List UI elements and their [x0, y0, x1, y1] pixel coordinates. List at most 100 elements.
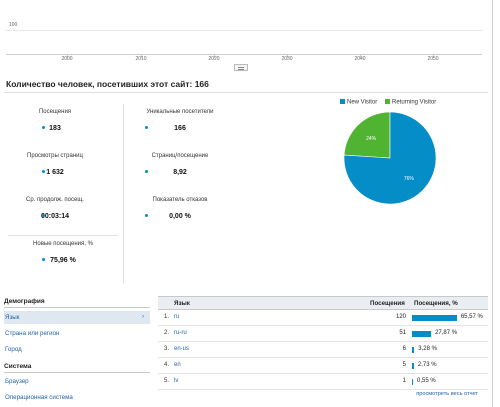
table-header: Язык Посещения Посещения, %: [158, 296, 488, 310]
row-number: 3.: [164, 346, 170, 352]
column-header-visits[interactable]: Посещения: [370, 300, 405, 307]
visits-value: 5: [402, 362, 406, 368]
metric-label: Посещения: [38, 109, 72, 115]
legend-returning-visitor: Returning Visitor: [385, 99, 436, 106]
timeline-chart: 100 2000 2010 2020 2030 2040 2050: [0, 0, 486, 72]
divider: [4, 372, 150, 373]
metric-value: 0,00 %: [169, 213, 191, 220]
metric-value: 1 632: [46, 169, 64, 176]
metric-value: 166: [174, 125, 186, 132]
metric-label: Страниц/посещение: [151, 153, 209, 159]
x-axis-label: 2010: [135, 56, 147, 62]
sparkline-icon: [42, 170, 45, 173]
metric-pages-per-visit[interactable]: Страниц/посещение 8,92: [125, 153, 235, 176]
share-value: 65,57 %: [460, 314, 483, 320]
divider: [4, 307, 150, 308]
x-axis-label: 2020: [208, 56, 220, 62]
column-divider: [123, 104, 124, 284]
metric-avg-duration[interactable]: Ср. продолж. посещ. 00:03:14: [0, 197, 110, 220]
sidebar-item-label: Город: [5, 346, 22, 353]
full-report-link[interactable]: просмотреть весь отчет: [416, 391, 478, 397]
x-axis-tickmark: [433, 54, 434, 58]
x-axis-tickmark: [360, 54, 361, 58]
sidebar-item-language[interactable]: Язык ›: [4, 311, 150, 324]
table-row: 4. en 5 2,73 %: [158, 358, 488, 374]
pie-chart: 24% 76%: [343, 111, 437, 205]
row-number: 1.: [164, 314, 170, 320]
table-row: 1. ru 120 65,57 %: [158, 310, 488, 326]
legend-label: New Visitor: [347, 99, 378, 106]
chevron-right-icon: ›: [142, 314, 144, 320]
metric-value: 00:03:14: [40, 213, 70, 220]
gridline: [6, 30, 482, 31]
visits-value: 6: [402, 346, 406, 352]
table-row: 2. ru-ru 51 27,87 %: [158, 326, 488, 342]
row-number: 2.: [164, 330, 170, 336]
share-bar: [412, 363, 414, 369]
metric-bounce-rate[interactable]: Показатель отказов 0,00 %: [125, 197, 235, 220]
language-link[interactable]: en-us: [174, 346, 190, 352]
visitors-summary-title: Количество человек, посетивших этот сайт…: [6, 79, 209, 89]
sidebar-item-country[interactable]: Страна или регион: [4, 327, 150, 340]
legend-swatch: [385, 99, 390, 104]
sidebar-item-label: Операционная система: [5, 394, 73, 401]
pie-slice-returning-visitor: [343, 111, 391, 159]
language-link[interactable]: en: [174, 362, 181, 368]
y-axis-tick: 100: [9, 22, 18, 28]
page-scrollbar-edge: [492, 0, 493, 407]
demography-heading: Демография: [4, 298, 45, 305]
column-header-language[interactable]: Язык: [174, 300, 190, 307]
language-link[interactable]: ru-ru: [174, 330, 187, 336]
legend-new-visitor: New Visitor: [340, 99, 377, 106]
column-header-visits-pct[interactable]: Посещения, %: [414, 300, 458, 307]
sidebar-item-city[interactable]: Город: [4, 343, 150, 356]
metric-label: Уникальные посетители: [146, 109, 214, 115]
sidebar-item-label: Браузер: [5, 378, 29, 385]
sparkline-icon: [42, 258, 45, 261]
sparkline-icon: [42, 126, 45, 129]
share-bar: [412, 331, 432, 337]
share-bar: [412, 347, 415, 353]
visitor-type-pie: 24% 76%: [340, 108, 440, 208]
x-axis-label: 2030: [281, 56, 293, 62]
chart-resize-handle[interactable]: [234, 64, 248, 71]
metric-value: 8,92: [173, 169, 187, 176]
sidebar-item-browser[interactable]: Браузер: [4, 375, 150, 388]
metric-pageviews[interactable]: Просмотры страниц 1 632: [0, 153, 110, 176]
metric-value: 75,96 %: [50, 257, 76, 264]
sidebar-item-label: Язык: [5, 314, 20, 321]
legend-label: Returning Visitor: [392, 99, 437, 106]
x-axis-line: [6, 54, 482, 55]
legend-swatch: [340, 99, 345, 104]
sparkline-icon: [145, 170, 148, 173]
x-axis-tickmark: [141, 54, 142, 58]
language-link[interactable]: ru: [174, 314, 180, 320]
visits-value: 1: [402, 378, 406, 384]
sparkline-icon: [145, 214, 148, 217]
share-value: 2,73 %: [417, 362, 437, 368]
x-axis-tickmark: [67, 54, 68, 58]
share-value: 0,55 %: [417, 378, 436, 384]
sidebar-item-os[interactable]: Операционная система: [4, 391, 150, 404]
metric-value: 183: [49, 125, 61, 132]
share-value: 27,87 %: [435, 330, 458, 336]
metric-new-visits[interactable]: Новые посещения, % 75,96 %: [8, 241, 118, 264]
metric-label: Новые посещения, %: [33, 241, 93, 247]
share-bar: [412, 379, 413, 385]
row-number: 5.: [164, 378, 170, 384]
language-link[interactable]: lv: [174, 378, 179, 384]
visits-value: 51: [399, 330, 406, 336]
visits-value: 120: [395, 314, 406, 320]
x-axis-label: 2040: [354, 56, 366, 62]
share-bar: [412, 315, 457, 321]
sparkline-icon: [42, 214, 45, 217]
sparkline-icon: [145, 126, 148, 129]
divider: [4, 92, 488, 93]
metric-visits[interactable]: Посещения 183: [0, 109, 110, 132]
pie-slice-new-visitor: [343, 111, 437, 205]
x-axis-label: 2000: [61, 56, 73, 62]
pie-slice-label: 76%: [404, 176, 415, 182]
row-divider: [8, 235, 118, 236]
pie-slice-label: 24%: [366, 136, 377, 142]
metric-unique-visitors[interactable]: Уникальные посетители 166: [125, 109, 235, 132]
